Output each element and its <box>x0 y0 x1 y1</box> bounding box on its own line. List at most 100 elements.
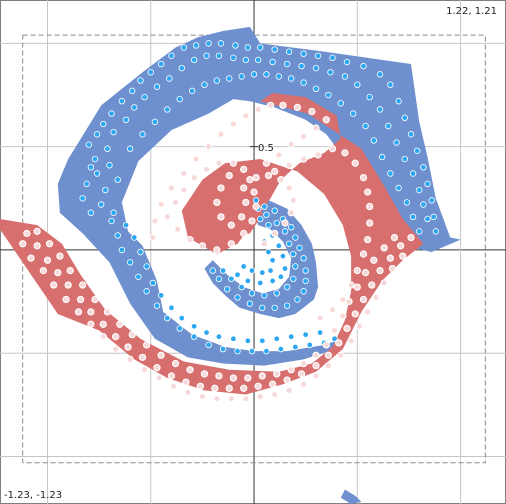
blue-point-73 <box>131 234 138 241</box>
blue-point-10 <box>180 44 188 51</box>
blue-point-24 <box>376 71 384 78</box>
blue-point-134 <box>370 137 378 144</box>
blue-point-11 <box>193 42 200 49</box>
red-point-120 <box>242 198 250 207</box>
blue-point-49 <box>254 56 262 64</box>
red-point-84 <box>285 386 293 395</box>
red-point-65 <box>27 254 35 262</box>
blue-point-40 <box>141 93 148 101</box>
blue-point-182 <box>277 273 285 280</box>
blue-point-168 <box>290 275 297 283</box>
red-point-154 <box>363 235 372 244</box>
red-point-124 <box>287 140 295 149</box>
blue-point-116 <box>151 118 159 126</box>
red-point-160 <box>316 314 324 322</box>
blue-point-82 <box>215 333 223 340</box>
red-point-86 <box>312 372 320 380</box>
red-point-112 <box>180 186 188 194</box>
red-point-52 <box>287 366 295 374</box>
blue-point-98 <box>205 341 212 349</box>
red-point-6 <box>87 308 95 316</box>
blue-point-190 <box>267 267 274 274</box>
blue-point-169 <box>283 283 291 291</box>
blue-point-80 <box>190 323 198 330</box>
blue-point-142 <box>261 203 268 210</box>
blue-region-0 <box>57 26 461 366</box>
blue-point-164 <box>281 228 289 235</box>
red-point-130 <box>279 101 287 109</box>
red-point-128 <box>308 107 316 116</box>
red-point-76 <box>169 382 178 390</box>
blue-point-46 <box>215 52 223 59</box>
red-point-133 <box>242 112 250 120</box>
red-point-163 <box>281 219 289 227</box>
red-point-23 <box>324 351 333 359</box>
red-point-5 <box>76 295 85 304</box>
red-point-127 <box>322 116 330 124</box>
red-point-132 <box>254 105 262 114</box>
red-point-32 <box>407 233 415 242</box>
blue-point-123 <box>238 73 245 80</box>
red-point-145 <box>299 155 308 163</box>
blue-point-25 <box>387 81 394 88</box>
red-point-123 <box>275 151 283 159</box>
red-point-90 <box>355 322 364 331</box>
blue-point-58 <box>376 106 384 113</box>
red-point-67 <box>50 281 58 289</box>
blue-point-191 <box>259 269 266 276</box>
red-point-59 <box>353 283 361 291</box>
red-point-66 <box>39 266 48 275</box>
blue-point-132 <box>349 110 357 117</box>
red-point-30 <box>386 254 394 262</box>
blue-point-17 <box>271 46 278 53</box>
red-point-71 <box>99 333 107 341</box>
red-point-138 <box>180 169 188 178</box>
blue-point-104 <box>292 343 299 351</box>
red-point-10 <box>138 353 147 361</box>
red-point-58 <box>345 297 353 306</box>
red-point-12 <box>167 372 176 380</box>
corner-bottom-left-label: -1.23, -1.23 <box>4 490 62 501</box>
y-tick-label: 0.5 <box>258 143 274 154</box>
red-point-49 <box>244 374 252 382</box>
red-point-46 <box>200 370 209 378</box>
red-point-41 <box>128 330 136 339</box>
red-point-15 <box>211 384 219 392</box>
blue-point-56 <box>354 81 361 88</box>
red-point-29 <box>376 266 384 275</box>
blue-point-109 <box>108 217 115 225</box>
blue-point-28 <box>407 131 415 138</box>
red-point-87 <box>324 361 333 370</box>
blue-point-38 <box>122 116 130 124</box>
red-point-88 <box>337 351 345 359</box>
red-point-11 <box>153 364 161 372</box>
blue-point-157 <box>234 294 241 301</box>
blue-point-81 <box>203 329 210 336</box>
red-point-60 <box>361 269 370 277</box>
blue-point-189 <box>269 257 276 264</box>
blue-point-87 <box>288 333 295 340</box>
blue-point-114 <box>126 145 134 152</box>
red-point-136 <box>204 143 213 151</box>
red-point-114 <box>225 171 233 180</box>
red-point-131 <box>266 101 275 109</box>
blue-point-113 <box>87 164 95 171</box>
red-point-14 <box>196 382 204 390</box>
blue-point-177 <box>265 221 272 229</box>
blue-point-77 <box>157 292 165 299</box>
red-point-70 <box>87 320 95 328</box>
red-point-102 <box>240 229 248 238</box>
blue-point-137 <box>395 184 402 192</box>
blue-point-130 <box>325 91 332 99</box>
blue-point-166 <box>290 250 297 258</box>
red-point-24 <box>335 339 343 347</box>
red-point-20 <box>283 376 291 384</box>
red-point-91 <box>363 308 372 316</box>
blue-point-111 <box>79 195 86 202</box>
red-point-146 <box>314 151 322 159</box>
blue-point-14 <box>232 42 239 49</box>
red-point-19 <box>268 380 277 388</box>
red-point-22 <box>312 361 320 370</box>
blue-point-12 <box>205 40 212 47</box>
blue-point-159 <box>215 275 223 283</box>
